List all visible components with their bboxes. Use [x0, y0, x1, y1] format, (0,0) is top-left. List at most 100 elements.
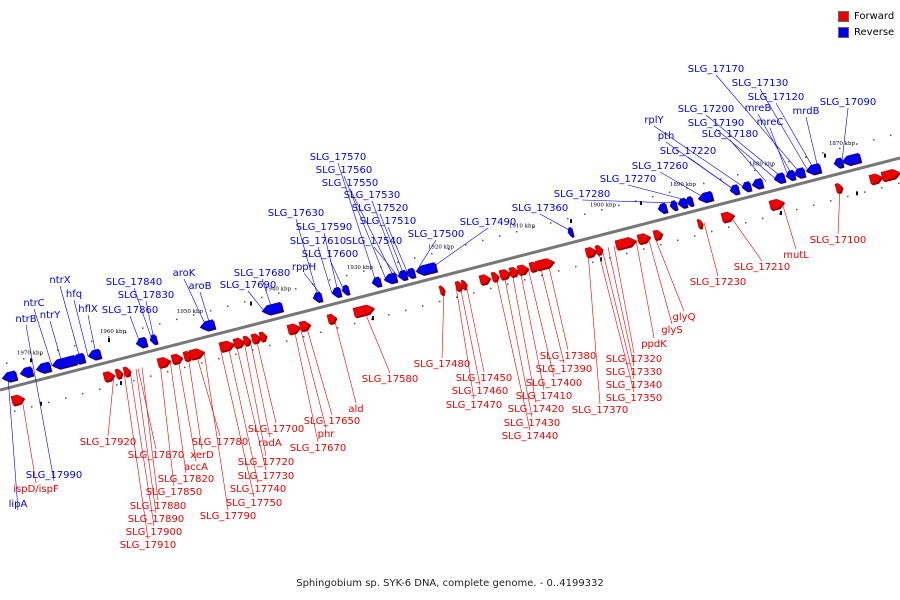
scale-dot: [482, 239, 484, 242]
reverse-gene-arrow: [397, 269, 408, 281]
scale-dot: [82, 392, 84, 395]
reverse-gene-label-leader: [337, 162, 377, 283]
forward-gene-arrow: [156, 357, 170, 368]
reverse-gene-arrow: [773, 172, 786, 183]
scale-dot: [295, 287, 297, 290]
forward-gene-label-leader: [305, 325, 333, 416]
scale-dot: [575, 265, 577, 268]
feature-tick: [30, 358, 32, 363]
reverse-gene-label-leader: [199, 291, 211, 325]
forward-gene-label: glyS: [661, 325, 682, 336]
scale-dot: [813, 204, 815, 206]
forward-gene-label-leader: [503, 274, 533, 418]
reverse-gene-label-leader: [145, 300, 155, 340]
reverse-gene-arrow: [657, 202, 668, 214]
reverse-gene-label-leader: [379, 213, 405, 275]
scale-dot: [91, 340, 93, 343]
reverse-swatch: [838, 26, 849, 38]
scale-dot: [133, 379, 135, 382]
scale-dot: [516, 230, 518, 233]
forward-gene-label: SLG_17820: [158, 474, 214, 485]
forward-gene-label: SLG_17580: [362, 374, 418, 385]
scale-dot: [720, 178, 722, 180]
scale-dot: [745, 222, 747, 224]
legend-reverse[interactable]: Reverse: [838, 24, 894, 40]
scale-dot: [320, 331, 322, 334]
legend-forward[interactable]: Forward: [838, 8, 894, 24]
scale-dot: [465, 244, 467, 246]
scale-dot: [337, 327, 339, 329]
forward-gene-label: SLG_17320: [606, 354, 662, 365]
scale-dot: [592, 261, 594, 263]
scale-dot: [201, 362, 203, 364]
forward-gene-label: SLG_17700: [248, 424, 304, 435]
scale-dot: [269, 344, 271, 347]
scale-dot: [116, 384, 118, 386]
reverse-gene-arrow: [199, 319, 215, 331]
reverse-gene-label-leader: [373, 246, 399, 277]
forward-gene-arrow: [490, 271, 499, 282]
scale-dot: [150, 375, 152, 377]
reverse-gene-label: SLG_17490: [460, 217, 516, 228]
scale-dot: [108, 336, 110, 338]
forward-gene-label: SLG_17460: [452, 386, 508, 397]
forward-gene-label: ispD/ispF: [13, 484, 59, 495]
forward-gene-label: SLG_17430: [504, 418, 560, 429]
reverse-gene-label: SLG_17220: [660, 146, 716, 157]
forward-gene-arrow: [170, 353, 182, 365]
reverse-gene-label: ntrB: [15, 314, 36, 325]
scale-dot: [448, 248, 450, 251]
reverse-gene-arrow: [805, 163, 821, 175]
reverse-gene-label: SLG_17170: [688, 64, 744, 75]
reverse-gene-label: SLG_17550: [322, 178, 378, 189]
forward-gene-arrow: [636, 233, 650, 245]
forward-gene-label: SLG_17920: [80, 437, 136, 448]
scale-dot: [686, 187, 688, 189]
forward-gene-label-leader: [607, 247, 635, 367]
forward-gene-label: SLG_17850: [146, 487, 202, 498]
forward-gene-label: SLG_17880: [130, 501, 186, 512]
reverse-gene-label: SLG_17600: [302, 249, 358, 260]
feature-tick: [570, 219, 572, 224]
reverse-gene-label: ntrX: [49, 275, 70, 286]
scale-dot: [609, 257, 611, 259]
forward-gene-arrow: [652, 229, 662, 241]
scale-dot: [822, 152, 824, 154]
reverse-gene-label-leader: [329, 259, 345, 291]
forward-gene-label-leader: [243, 341, 267, 457]
scale-dot: [456, 296, 458, 299]
tick-label: 1920 kbp: [428, 244, 455, 250]
forward-gene-label-leader: [177, 358, 197, 462]
forward-gene-label-leader: [123, 371, 149, 540]
forward-gene-label-leader: [837, 187, 841, 235]
reverse-gene-arrow: [405, 267, 416, 279]
forward-gene-arrow: [880, 169, 900, 182]
forward-gene-label: SLG_17400: [526, 378, 582, 389]
reverse-gene-label: SLG_17560: [316, 165, 372, 176]
forward-gene-label-leader: [187, 355, 203, 450]
forward-gene-label-leader: [159, 362, 175, 487]
scale-dot: [490, 287, 492, 290]
reverse-gene-arrow: [19, 366, 33, 378]
scale-dot: [788, 160, 790, 163]
scale-dot: [31, 406, 33, 408]
forward-gene-arrow: [508, 266, 518, 278]
scale-dot: [541, 274, 543, 277]
forward-gene-arrow: [868, 173, 882, 185]
reverse-gene-label-leader: [775, 102, 815, 170]
tick-label: 1960 kbp: [100, 329, 127, 335]
reverse-gene-arrow: [371, 276, 382, 287]
forward-gene-label: glyQ: [673, 312, 696, 323]
forward-gene-label: SLG_17330: [606, 367, 662, 378]
tick-label: 1910 kbp: [509, 223, 536, 229]
scale-dot: [371, 318, 373, 320]
forward-gene-label: SLG_17670: [290, 443, 346, 454]
forward-gene-label: SLG_17450: [456, 373, 512, 384]
forward-gene-arrow: [10, 394, 24, 406]
reverse-gene-label-leader: [33, 370, 55, 482]
scale-dot: [278, 292, 280, 294]
forward-gene-arrow: [720, 211, 734, 223]
reverse-gene-label: SLG_17130: [732, 78, 788, 89]
scale-dot: [626, 252, 628, 255]
reverse-gene-label: ntrC: [23, 298, 44, 309]
